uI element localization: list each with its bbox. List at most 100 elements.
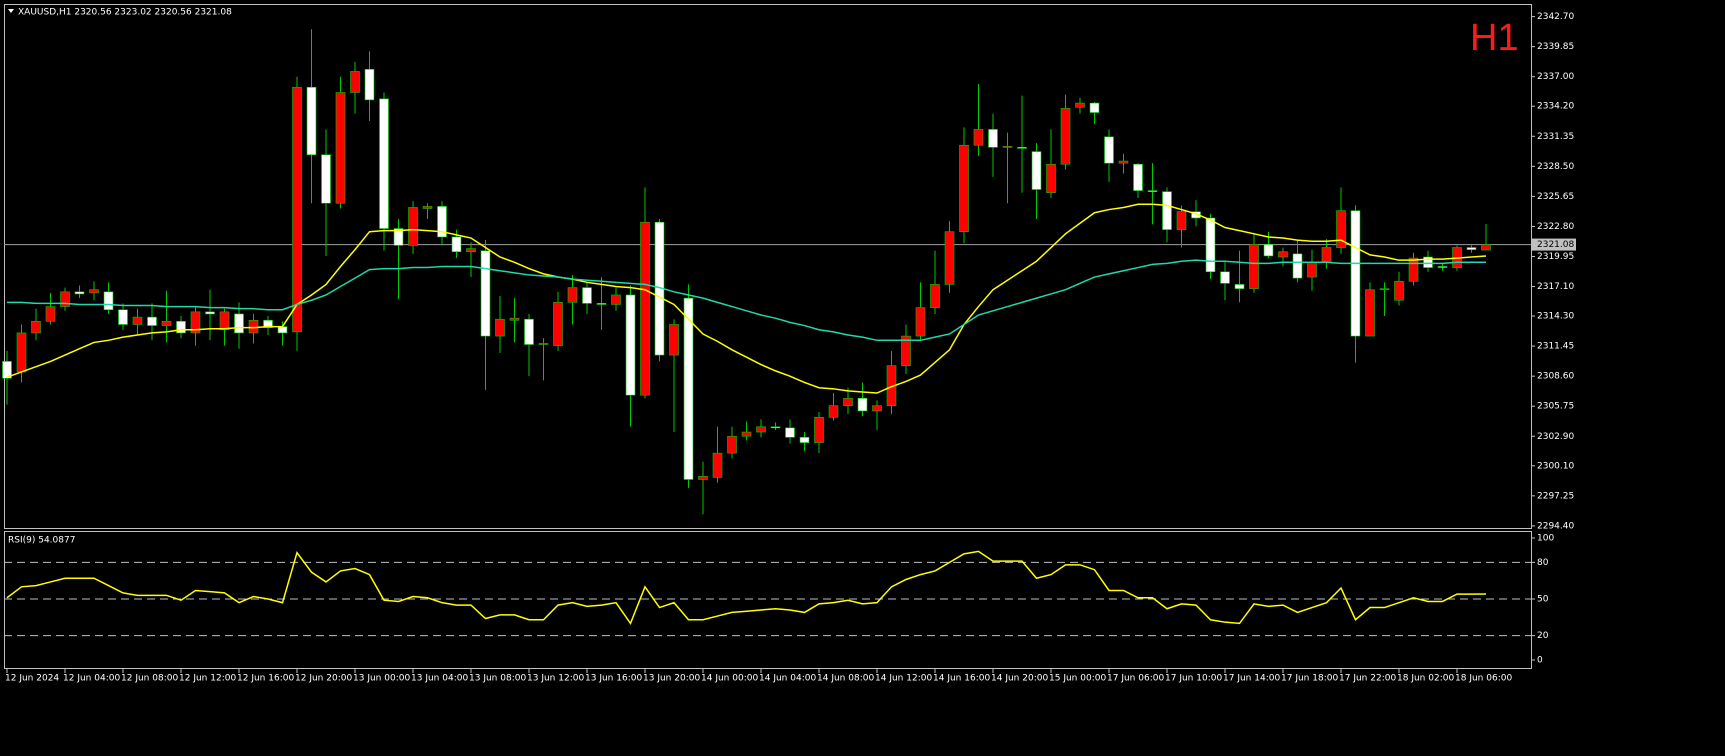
candle-body [538, 343, 549, 345]
x-tick-label: 14 Jun 00:00 [701, 674, 758, 684]
x-tick-label: 17 Jun 22:00 [1339, 674, 1396, 684]
candle-body [31, 321, 41, 334]
candle-body [843, 398, 853, 406]
candle-body [1307, 261, 1317, 278]
candle-body [248, 319, 259, 334]
y-tick-label: 2294.40 [1537, 521, 1574, 531]
candle-body [988, 129, 998, 148]
y-tick-label: 2319.95 [1537, 252, 1574, 262]
x-tick-label: 14 Jun 08:00 [817, 674, 874, 684]
candle-body [190, 311, 201, 334]
candle-body [495, 318, 505, 337]
last-price-box [1532, 238, 1576, 251]
y-tick-label: 2339.85 [1537, 42, 1574, 52]
candle-body [1118, 160, 1129, 164]
candle-body [1437, 266, 1448, 268]
candle-body [1147, 190, 1158, 192]
x-tick-label: 13 Jun 00:00 [353, 674, 410, 684]
y-tick-label: 2342.70 [1537, 12, 1574, 22]
candle-body [408, 207, 418, 246]
candle-body [451, 236, 462, 253]
x-tick-label: 15 Jun 00:00 [1049, 674, 1106, 684]
candle-body [103, 291, 114, 311]
candle-body [683, 297, 694, 480]
price-panel [4, 4, 1532, 529]
x-tick-label: 18 Jun 02:00 [1397, 674, 1454, 684]
candle-body [60, 291, 70, 307]
chart-title: XAUUSD,H1 2320.56 2323.02 2320.56 2321.0… [18, 8, 232, 18]
candle-body [1379, 288, 1390, 290]
candle-body [712, 452, 723, 478]
candle-body [1133, 163, 1143, 191]
candle-body [509, 317, 520, 321]
y-tick-label: 2337.00 [1537, 72, 1574, 82]
candle-body [973, 129, 984, 146]
candle-body [1017, 147, 1027, 149]
candle-body [1046, 163, 1056, 193]
candle-body [1394, 280, 1404, 301]
x-tick-label: 17 Jun 06:00 [1107, 674, 1164, 684]
y-tick-label: 0 [1537, 656, 1543, 666]
last-price-label: 2321.08 [1537, 240, 1574, 250]
candle-body [1423, 256, 1433, 268]
x-tick-label: 14 Jun 16:00 [933, 674, 990, 684]
candle-body [118, 309, 128, 325]
candle-body [1234, 284, 1245, 289]
candle-body [1408, 257, 1419, 282]
x-tick-label: 12 Jun 2024 [5, 674, 59, 684]
candle-body [1336, 210, 1346, 248]
candle-body [915, 307, 926, 337]
candle-body [89, 289, 99, 294]
timeframe-label: H1 [1470, 17, 1519, 59]
y-tick-label: 20 [1537, 631, 1549, 641]
candle-body [799, 437, 810, 443]
candle-body [756, 426, 766, 433]
candle-body [1321, 247, 1332, 263]
candle-body [219, 311, 230, 331]
x-tick-label: 12 Jun 12:00 [179, 674, 236, 684]
y-tick-label: 2297.25 [1537, 491, 1574, 501]
candle-body [1060, 108, 1071, 165]
candle-body [1249, 244, 1259, 289]
candle-body [828, 405, 839, 418]
candle-body [335, 92, 346, 204]
y-tick-label: 2302.90 [1537, 432, 1574, 442]
candle-body [857, 398, 868, 412]
x-tick-label: 13 Jun 20:00 [643, 674, 700, 684]
moving-average [7, 259, 1486, 342]
y-tick-label: 2317.10 [1537, 282, 1574, 292]
y-tick-label: 2325.65 [1537, 192, 1574, 202]
x-tick-label: 13 Jun 16:00 [585, 674, 642, 684]
candle-body [669, 324, 679, 356]
candle-body [480, 250, 491, 337]
candle-body [234, 313, 244, 334]
candle-body [422, 206, 433, 209]
candle-body [930, 284, 940, 308]
candle-body [161, 321, 172, 326]
candle-body [596, 303, 607, 305]
candle-body [741, 431, 752, 437]
candle-body [1220, 271, 1230, 284]
moving-average [6, 203, 1487, 394]
candle-body [321, 154, 331, 204]
candle-body [944, 231, 955, 285]
candle-body [1176, 211, 1187, 230]
candle-body [1292, 253, 1303, 279]
y-tick-label: 2300.10 [1537, 461, 1574, 471]
candle-body [1365, 289, 1375, 337]
candle-body [1075, 102, 1085, 108]
candle-body [379, 98, 389, 229]
candle-body [1162, 191, 1172, 230]
y-tick-label: 2328.50 [1537, 162, 1574, 172]
candle-body [1089, 102, 1100, 113]
y-tick-label: 2314.30 [1537, 312, 1574, 322]
x-tick-label: 17 Jun 14:00 [1223, 674, 1280, 684]
x-tick-label: 18 Jun 06:00 [1455, 674, 1512, 684]
y-tick-label: 2305.75 [1537, 402, 1574, 412]
y-tick-label: 2322.80 [1537, 222, 1574, 232]
candle-body [1205, 217, 1216, 273]
candle-body [1263, 244, 1274, 257]
y-tick-label: 2311.45 [1537, 342, 1574, 352]
